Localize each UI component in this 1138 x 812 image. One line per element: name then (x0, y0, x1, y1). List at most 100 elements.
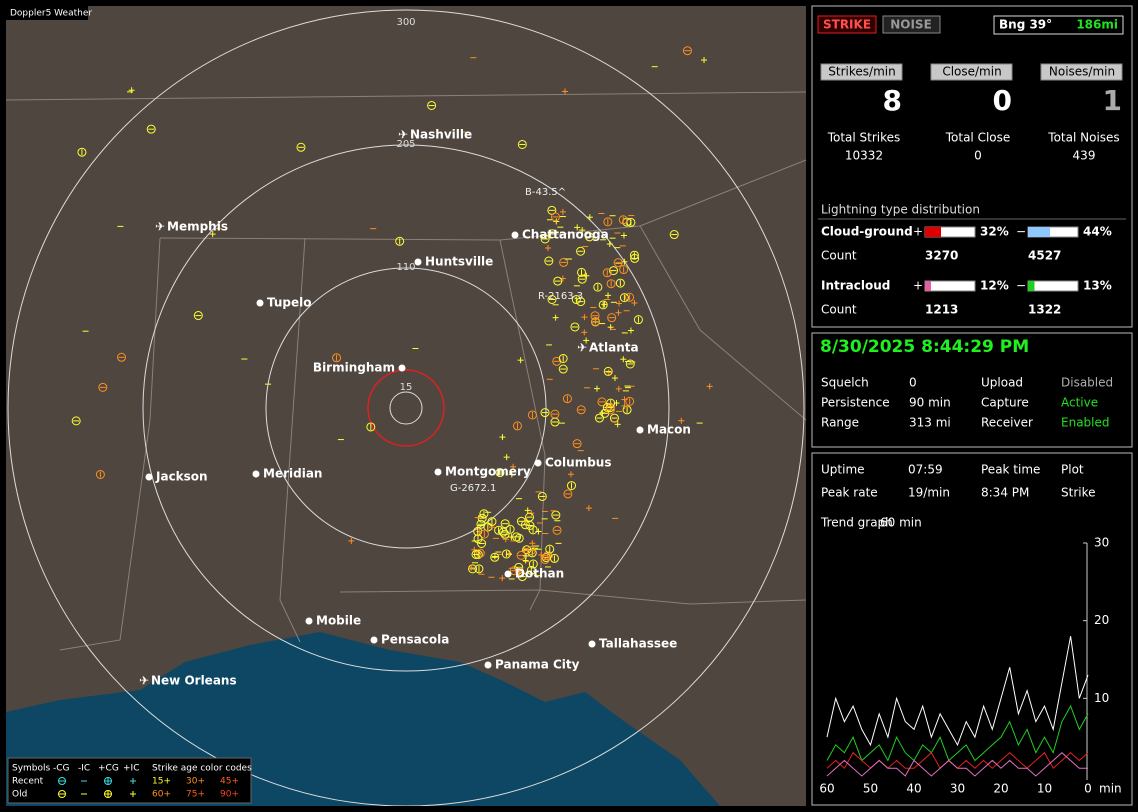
city-dot (484, 661, 492, 669)
strike-symbol (682, 46, 692, 56)
city-label: Huntsville (425, 255, 493, 269)
city-label: Columbus (545, 456, 612, 470)
city-dot (305, 617, 313, 625)
strike-symbol (593, 282, 603, 292)
city-label: Mobile (316, 614, 361, 628)
legend-header: +CG (98, 764, 119, 774)
rings (7, 9, 805, 806)
legend-row-label: Old (12, 790, 27, 800)
strike-symbol (552, 525, 562, 535)
title-badge (6, 6, 88, 20)
airport-icon: ✈ (398, 128, 408, 142)
strike-symbol (540, 555, 550, 565)
strike-symbol (528, 525, 538, 535)
strike-symbol (603, 366, 613, 376)
strike-symbol (544, 256, 554, 266)
noise-button-label[interactable]: NOISE (890, 18, 932, 32)
strike-button-label[interactable]: STRIKE (823, 18, 871, 32)
legend-symbol (104, 777, 112, 785)
strike-symbol (395, 236, 405, 246)
pct-label: 13% (1083, 279, 1112, 293)
total-value: 439 (1073, 149, 1096, 163)
count-value: 1322 (1028, 303, 1061, 317)
ring-label: 300 (396, 17, 415, 28)
x-tick-label: 10 (1037, 782, 1052, 796)
strike-symbol (98, 382, 108, 392)
x-tick-label: 40 (906, 782, 921, 796)
x-tick-label: 20 (993, 782, 1008, 796)
strike-tag: G-2672.1 (450, 483, 496, 494)
strike-symbol (514, 533, 524, 543)
strike-symbol (487, 517, 497, 527)
strike-symbol (427, 100, 437, 110)
pct-bar (925, 227, 941, 237)
rate-label: Close/min (942, 65, 1001, 79)
pct-bar (1028, 227, 1050, 237)
strike-symbol (490, 552, 500, 562)
strike-symbol (473, 534, 483, 544)
city-dot (504, 570, 512, 578)
status-cell: Active (1061, 396, 1098, 410)
strike-symbol (563, 489, 573, 499)
strike-symbol (528, 559, 538, 569)
city-label: Nashville (410, 128, 472, 142)
strike-symbol (553, 276, 563, 286)
strike-symbol (517, 139, 527, 149)
trend-panel (811, 452, 1133, 806)
strike-symbol (629, 250, 639, 260)
strike-symbol (577, 267, 587, 277)
sign: − (1016, 279, 1026, 293)
city-dot (511, 231, 519, 239)
strike-symbol (562, 394, 572, 404)
city-label: Meridian (263, 467, 322, 481)
stat-cell: 8:34 PM (981, 486, 1029, 500)
city-dot (534, 459, 542, 467)
rate-label: Strikes/min (828, 65, 895, 79)
strike-symbol (550, 212, 560, 222)
strike-symbol (71, 416, 81, 426)
strike-symbol (517, 572, 527, 582)
city-label: Macon (647, 423, 691, 437)
strike-symbol (633, 315, 643, 325)
app-title: Doppler5 Weather (10, 9, 92, 19)
strike-symbol (567, 481, 577, 491)
legend-age: 30+ (186, 777, 205, 787)
count-value: 3270 (925, 249, 958, 263)
type-name: Intracloud (821, 279, 890, 293)
city-label: Panama City (495, 658, 580, 672)
strike-symbol (500, 519, 510, 529)
noise-button[interactable] (882, 15, 941, 34)
strike-symbol (549, 553, 559, 563)
strike-symbol (558, 364, 568, 374)
total-value: 10332 (845, 149, 883, 163)
strike-symbol (540, 408, 550, 418)
strike-symbol (615, 278, 625, 288)
strike-symbol (602, 403, 612, 413)
strike-symbol (547, 229, 557, 239)
strike-symbol (577, 274, 587, 284)
city-label: Tallahassee (599, 637, 677, 651)
rate-value: 8 (883, 84, 902, 117)
strike-symbol (594, 413, 604, 423)
legend-box (7, 757, 252, 804)
airport-icon: ✈ (155, 220, 165, 234)
strike-symbol (494, 525, 504, 535)
legend-age: 60+ (152, 790, 171, 800)
x-tick-label: 0 (1084, 782, 1092, 796)
strike-symbol (590, 311, 600, 321)
rate-button (1040, 63, 1123, 81)
strike-tag: R-2163.3 (538, 291, 583, 302)
strike-symbol (558, 353, 568, 363)
stat-cell: Peak rate (821, 486, 878, 500)
x-tick-label: 50 (863, 782, 878, 796)
strike-button[interactable] (817, 15, 877, 34)
pct-bar (925, 281, 931, 291)
legend-age: 15+ (152, 777, 171, 787)
strike-symbol (514, 562, 524, 572)
strike-symbol (572, 439, 582, 449)
strike-symbol (669, 230, 679, 240)
stat-cell: Plot (1061, 463, 1084, 477)
status-cell: Range (821, 416, 859, 430)
city-dot (145, 473, 153, 481)
